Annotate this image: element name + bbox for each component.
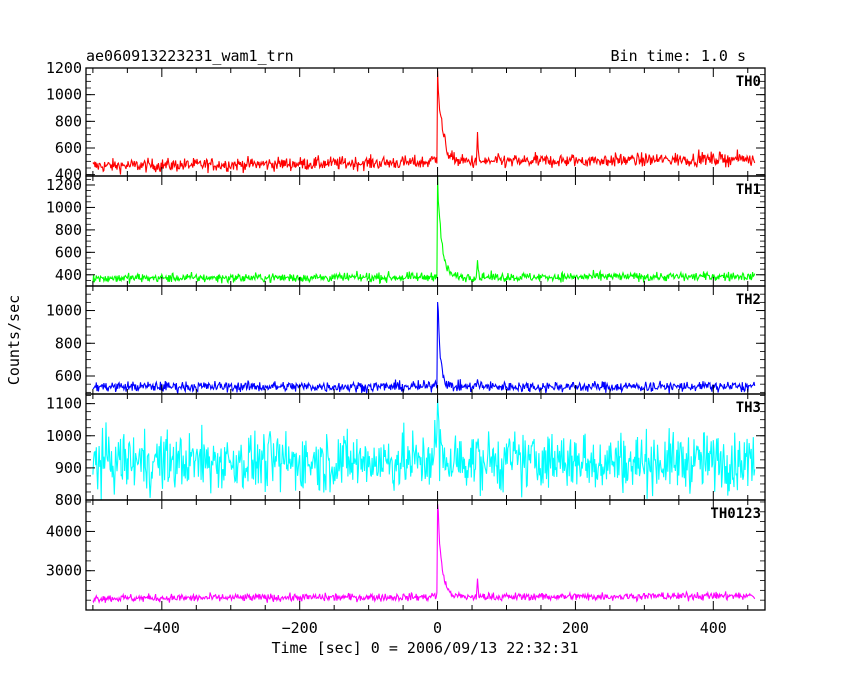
y-tick-label: 1200 [46, 176, 82, 194]
y-tick-label: 400 [55, 166, 82, 184]
series-line-th0 [92, 70, 756, 175]
y-tick-label: 1000 [46, 198, 82, 216]
series-line-th3 [92, 398, 756, 501]
series-line-th1 [92, 176, 756, 285]
x-tick-label: 400 [700, 619, 727, 637]
x-axis-label: Time [sec] 0 = 2006/09/13 22:32:31 [271, 639, 578, 657]
x-tick-label: 200 [562, 619, 589, 637]
y-tick-label: 3000 [46, 562, 82, 580]
y-tick-label: 800 [55, 334, 82, 352]
series-line-th2 [92, 301, 756, 394]
y-tick-label: 600 [55, 243, 82, 261]
y-tick-label: 800 [55, 112, 82, 130]
x-tick-label: 0 [433, 619, 442, 637]
chart-title: ae060913223231_wam1_trn [86, 47, 294, 65]
y-axis-label: Counts/sec [5, 295, 23, 385]
x-tick-label: −400 [144, 619, 180, 637]
y-tick-label: 600 [55, 139, 82, 157]
panel-label-th0: TH0 [736, 74, 761, 90]
bin-time-label: Bin time: 1.0 s [611, 47, 746, 65]
y-tick-label: 600 [55, 367, 82, 385]
y-tick-label: 1100 [46, 395, 82, 413]
y-tick-label: 900 [55, 459, 82, 477]
panel-frame-th1 [85, 175, 766, 287]
y-tick-label: 1000 [46, 86, 82, 104]
panel-label-th1: TH1 [736, 182, 761, 198]
panel-frame-th2 [85, 285, 766, 395]
y-tick-label: 1200 [46, 59, 82, 77]
y-tick-label: 1000 [46, 302, 82, 320]
series-line-th0123 [92, 504, 756, 604]
panel-frame-th3 [85, 393, 766, 501]
x-tick-label: −200 [282, 619, 318, 637]
panel-label-th0123: TH0123 [710, 506, 761, 522]
panel-label-th3: TH3 [736, 400, 761, 416]
y-tick-label: 4000 [46, 522, 82, 540]
panel-label-th2: TH2 [736, 292, 761, 308]
y-tick-label: 1000 [46, 427, 82, 445]
y-tick-label: 800 [55, 491, 82, 509]
y-tick-label: 400 [55, 266, 82, 284]
y-tick-label: 800 [55, 221, 82, 239]
panel-frame-th0123 [85, 499, 766, 611]
